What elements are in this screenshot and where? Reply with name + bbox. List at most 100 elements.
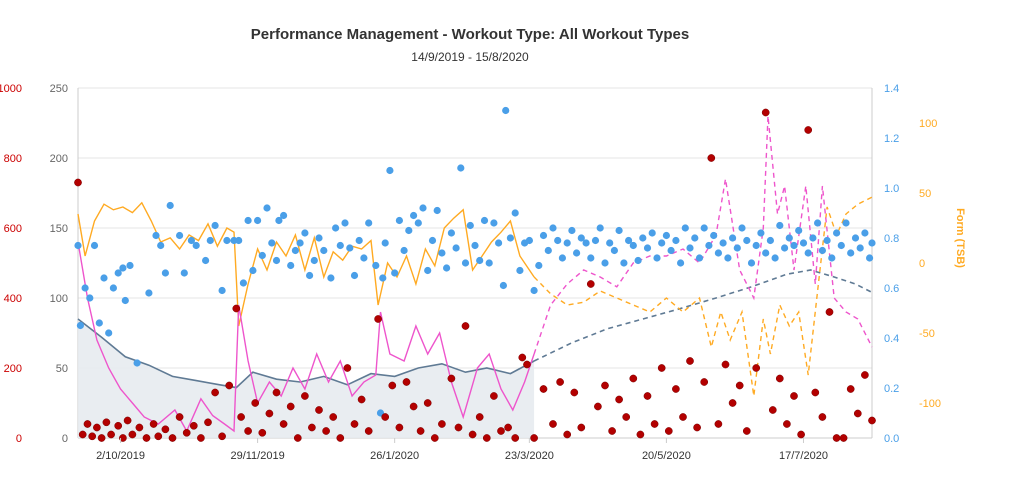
if-point: [625, 236, 633, 245]
intensity-tick-label: 0.0: [884, 433, 899, 445]
if-point: [596, 224, 604, 232]
tss-point: [149, 420, 158, 428]
tss-point: [707, 154, 716, 162]
tss-point: [336, 434, 345, 442]
if-point: [272, 256, 281, 265]
tss-point: [461, 322, 470, 330]
if-point: [180, 269, 188, 277]
if-point: [466, 221, 474, 230]
tss-point: [189, 421, 198, 430]
tss-point: [416, 427, 425, 435]
if-point: [615, 226, 623, 235]
if-point: [677, 259, 685, 267]
if-point: [752, 241, 760, 250]
if-point: [747, 259, 756, 267]
if-point: [653, 254, 661, 262]
tss-point: [114, 421, 123, 430]
tss-point: [775, 374, 784, 383]
if-point: [516, 266, 524, 275]
tss-point: [868, 416, 876, 425]
if-point: [126, 261, 134, 270]
if-point: [681, 224, 689, 232]
tss-point: [232, 304, 241, 313]
tss-point: [783, 420, 791, 428]
intensity-tick-label: 0.2: [884, 383, 899, 395]
ctl-line: [77, 318, 535, 389]
if-point: [837, 241, 845, 250]
tss-point: [128, 430, 137, 439]
tss-point: [107, 430, 115, 439]
if-point: [187, 236, 195, 245]
if-point: [549, 224, 557, 232]
if-point: [554, 236, 562, 245]
tss-point: [742, 427, 751, 435]
tss-point: [636, 430, 645, 439]
tss-point: [301, 392, 309, 400]
if-point: [795, 226, 803, 235]
if-point: [341, 219, 349, 227]
if-point: [643, 244, 652, 252]
if-point: [506, 234, 514, 242]
tss-point: [570, 388, 579, 397]
tss-tick-label: 0: [16, 433, 22, 445]
if-point: [842, 219, 850, 227]
tss-point: [608, 427, 616, 435]
if-point: [495, 239, 503, 247]
if-point: [121, 296, 129, 305]
if-point: [268, 239, 276, 247]
if-point: [851, 234, 860, 242]
if-point: [568, 226, 576, 235]
tss-point: [182, 428, 191, 437]
if-point: [511, 209, 519, 217]
tss-tick-label: 800: [4, 153, 22, 165]
if-point: [414, 219, 422, 227]
tss-point: [657, 364, 666, 372]
if-point: [634, 256, 642, 265]
tss-point: [308, 423, 316, 432]
plot-area[interactable]: [74, 106, 876, 442]
x-tick-label: 17/7/2020: [779, 450, 828, 462]
if-point: [223, 236, 231, 245]
tss-point: [364, 427, 373, 435]
if-point: [485, 259, 493, 267]
intensity-tick-label: 0.8: [884, 233, 899, 245]
tss-point: [265, 409, 274, 418]
if-point: [296, 239, 304, 247]
tss-point: [497, 427, 505, 435]
if-point: [757, 229, 765, 237]
fitness-tick-label: 200: [50, 153, 68, 165]
fitness-tick-label: 100: [50, 293, 68, 305]
x-axis: 2/10/2019 29/11/2019 26/1/2020 23/3/2020 20/…: [96, 438, 828, 462]
if-point: [833, 229, 841, 237]
tss-point: [350, 420, 359, 428]
if-point: [856, 244, 864, 252]
if-point: [662, 231, 671, 240]
if-point: [244, 216, 252, 225]
tss-point: [142, 434, 151, 442]
if-point: [206, 236, 214, 245]
if-point: [320, 246, 328, 255]
if-point: [365, 219, 373, 227]
intensity-tick-label: 0.6: [884, 283, 899, 295]
if-point: [558, 254, 567, 262]
tss-point: [804, 126, 813, 134]
if-point: [804, 249, 812, 257]
tss-point: [556, 378, 564, 386]
if-point: [74, 241, 82, 250]
if-point: [672, 236, 680, 245]
if-point: [355, 236, 363, 245]
if-point: [686, 244, 694, 252]
form-tick-label: 100: [919, 118, 937, 130]
form-axis: -100 -50 0 50 100: [919, 118, 941, 410]
if-point: [866, 254, 874, 262]
tss-point: [447, 374, 456, 383]
tss-point: [97, 434, 106, 442]
tss-point: [700, 378, 709, 386]
if-point: [658, 239, 666, 247]
if-point: [119, 264, 127, 272]
if-point: [161, 269, 169, 277]
if-point: [525, 236, 534, 245]
if-point: [700, 224, 708, 232]
tss-point: [768, 406, 777, 414]
